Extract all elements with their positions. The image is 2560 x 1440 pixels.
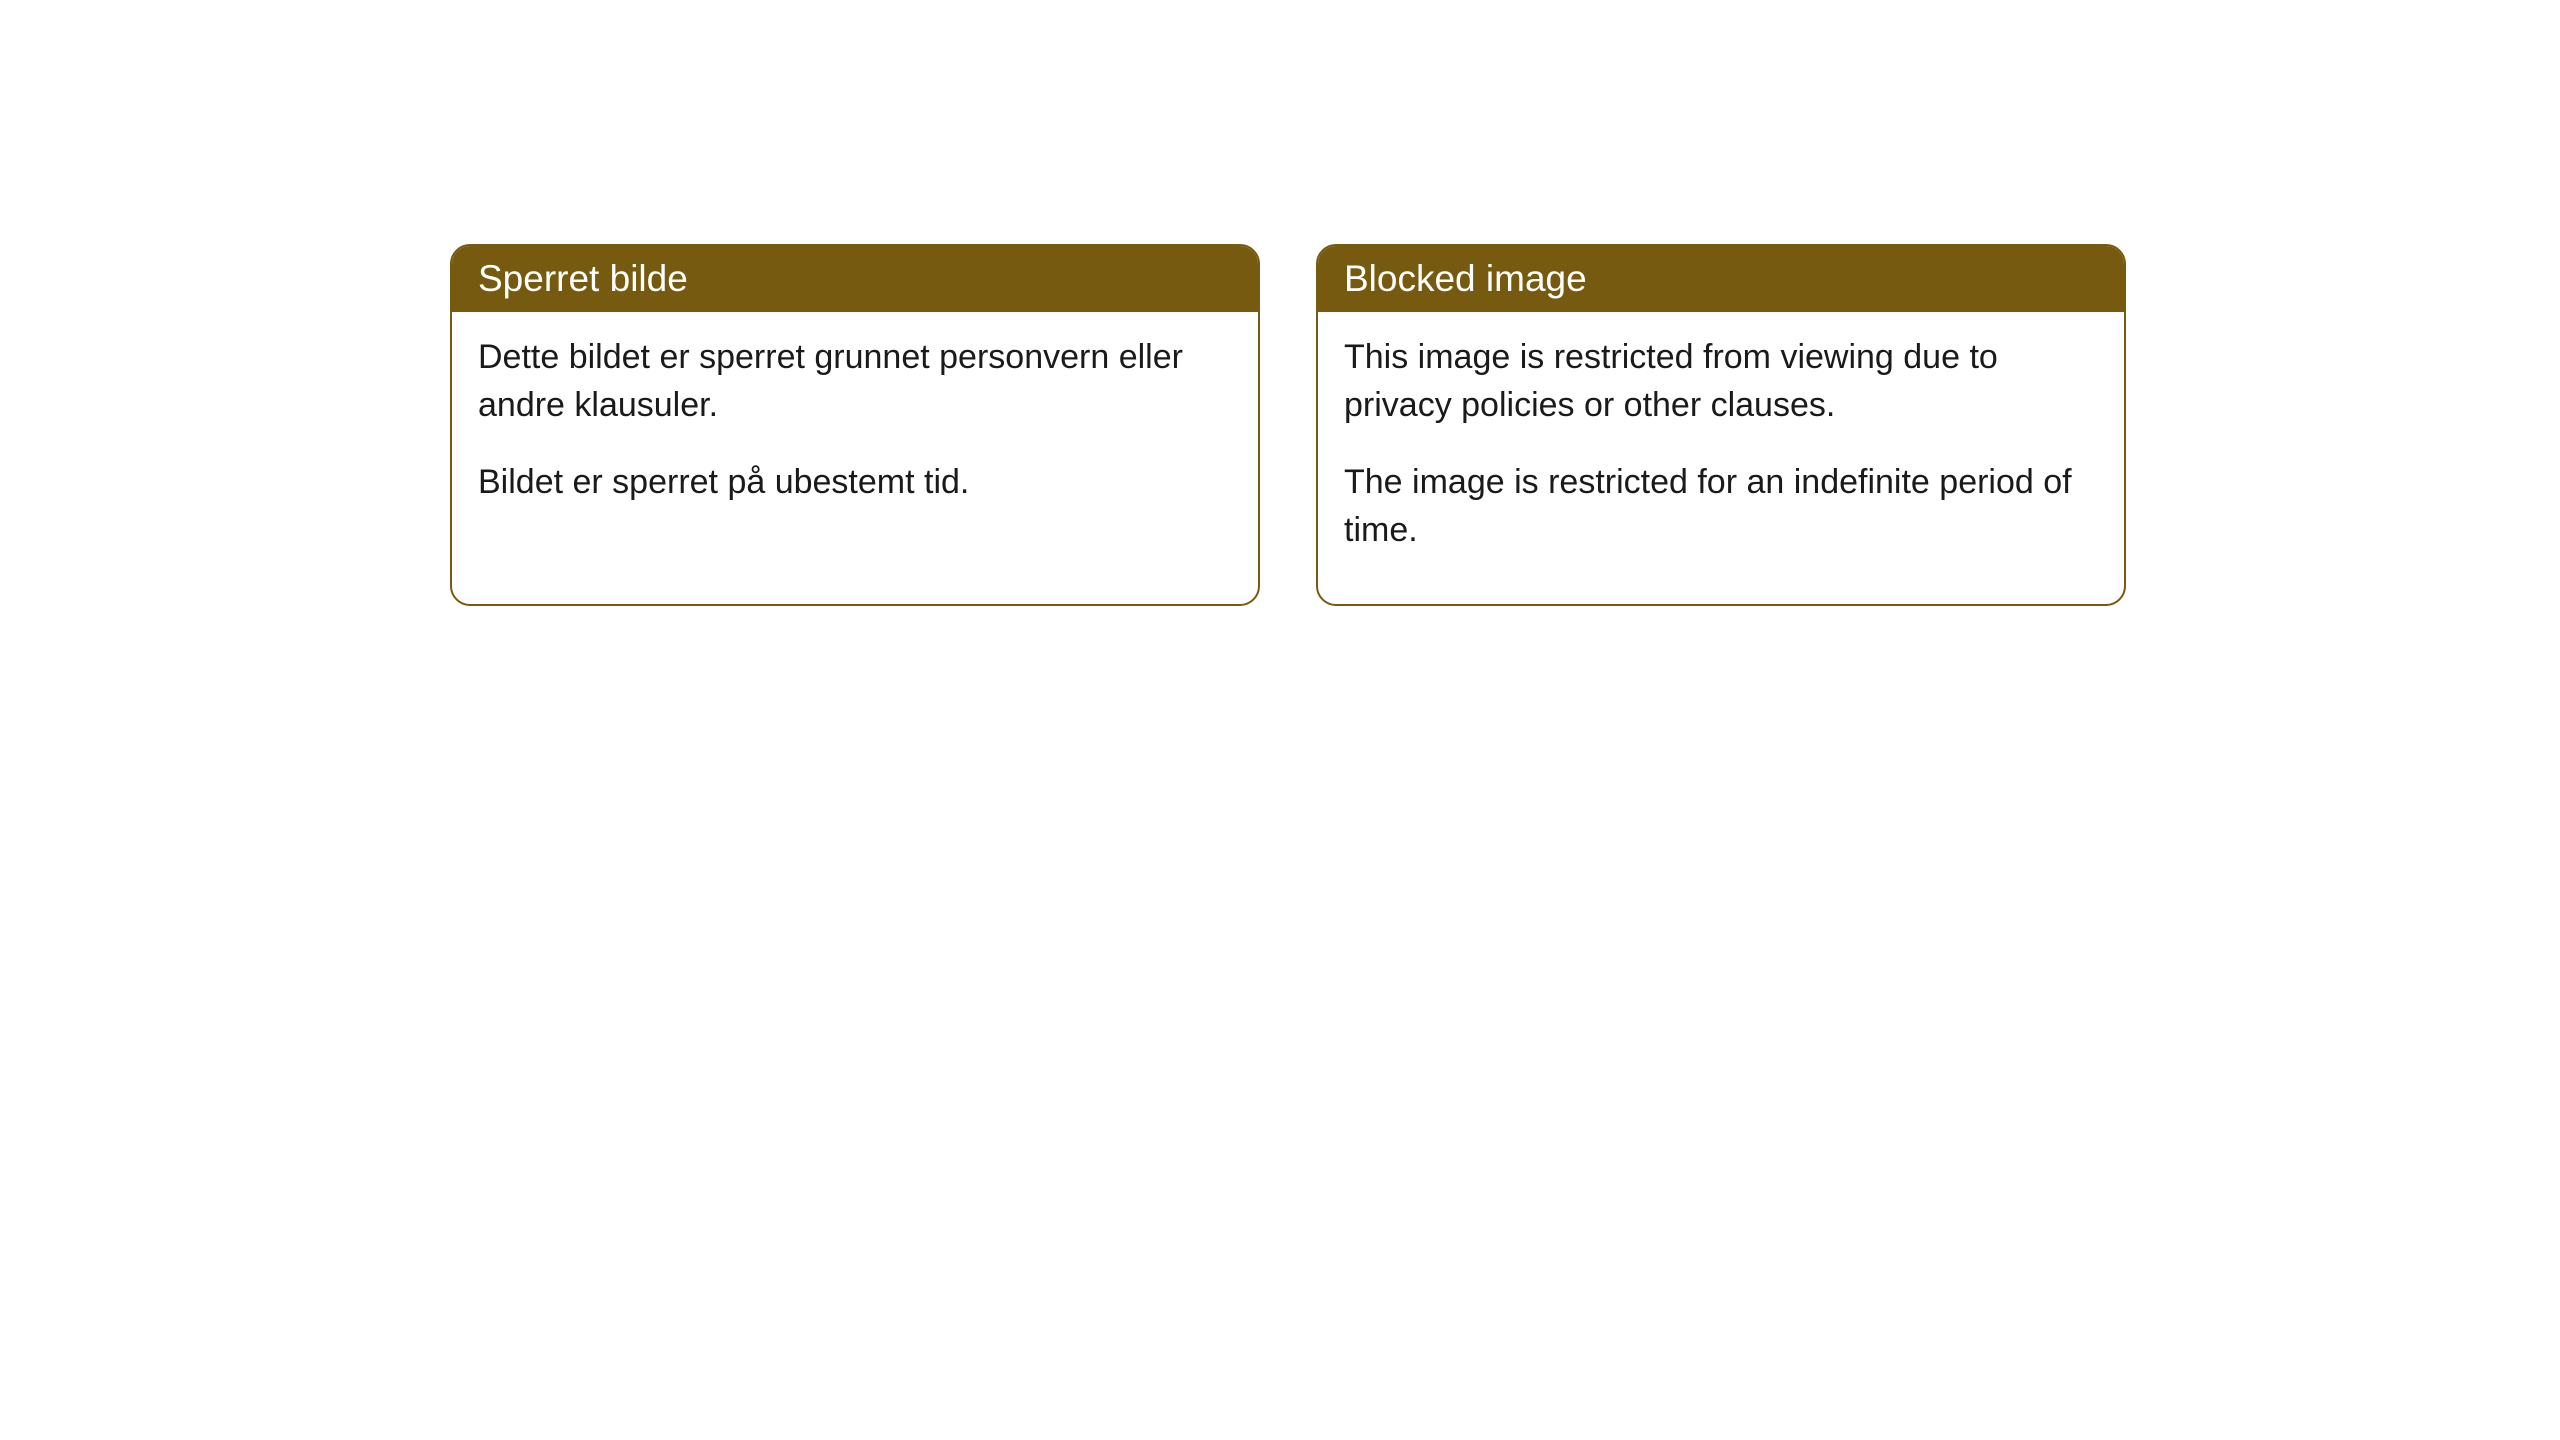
card-header: Sperret bilde (452, 246, 1258, 312)
card-body: This image is restricted from viewing du… (1318, 312, 2124, 604)
card-body-paragraph: Bildet er sperret på ubestemt tid. (478, 459, 1232, 507)
notice-cards-container: Sperret bilde Dette bildet er sperret gr… (450, 244, 2126, 606)
card-body-paragraph: Dette bildet er sperret grunnet personve… (478, 334, 1232, 429)
card-body-paragraph: The image is restricted for an indefinit… (1344, 459, 2098, 554)
notice-card-english: Blocked image This image is restricted f… (1316, 244, 2126, 606)
card-header-text: Blocked image (1344, 258, 1587, 299)
card-header-text: Sperret bilde (478, 258, 688, 299)
card-header: Blocked image (1318, 246, 2124, 312)
notice-card-norwegian: Sperret bilde Dette bildet er sperret gr… (450, 244, 1260, 606)
card-body-paragraph: This image is restricted from viewing du… (1344, 334, 2098, 429)
card-body: Dette bildet er sperret grunnet personve… (452, 312, 1258, 557)
